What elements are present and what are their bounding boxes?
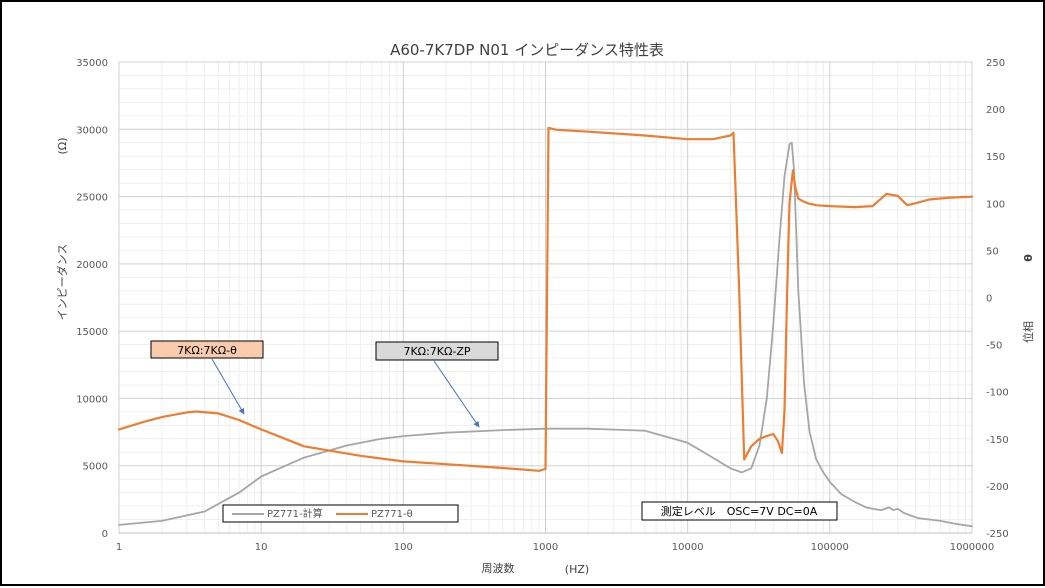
y-right-tick-label: 50 xyxy=(986,246,999,257)
x-axis-unit: (HZ) xyxy=(565,563,589,576)
x-tick-label: 1 xyxy=(116,542,122,553)
y-left-tick-label: 0 xyxy=(102,529,108,540)
y-right-axis-label: 位相 xyxy=(1021,321,1035,343)
legend-label-phase: PZ771-θ xyxy=(371,509,413,520)
y-left-tick-label: 15000 xyxy=(76,327,108,338)
y-right-tick-label: 200 xyxy=(986,105,1005,116)
y-right-tick-label: 150 xyxy=(986,152,1005,163)
callout-theta-box xyxy=(150,340,264,359)
x-tick-label: 10000 xyxy=(672,542,704,553)
x-tick-label: 1000000 xyxy=(950,542,995,553)
y-left-axis-unit: (Ω) xyxy=(56,138,69,155)
x-tick-label: 100 xyxy=(394,542,413,553)
series-line-phase xyxy=(117,126,974,472)
x-tick-label: 1000 xyxy=(533,542,558,553)
callout-theta-text: 7KΩ:7KΩ-θ xyxy=(177,344,237,357)
chart-title: A60-7K7DP N01 インピーダンス特性表 xyxy=(390,41,664,59)
y-right-tick-label: -150 xyxy=(986,435,1009,446)
y-left-tick-label: 25000 xyxy=(76,193,108,204)
y-right-tick-label: 250 xyxy=(986,58,1005,69)
x-axis-label: 周波数 xyxy=(482,562,515,575)
y-left-tick-label: 20000 xyxy=(76,260,108,271)
x-tick-label: 100000 xyxy=(811,542,849,553)
callout-theta-arrow xyxy=(211,358,245,415)
y-right-tick-label: -250 xyxy=(986,529,1009,540)
measurement-note-box xyxy=(641,501,838,521)
callout-zp-box xyxy=(375,341,499,361)
y-right-tick-label: -200 xyxy=(986,482,1009,493)
callout-zp-text: 7KΩ:7KΩ-ZP xyxy=(403,345,470,358)
y-right-tick-label: -50 xyxy=(986,341,1002,352)
measurement-note: 測定レベル OSC=7V DC=0A xyxy=(641,501,838,521)
y-right-tick-label: 100 xyxy=(986,199,1005,210)
y-left-tick-label: 35000 xyxy=(76,58,108,69)
legend: PZ771-計算 PZ771-θ xyxy=(222,504,459,523)
callout-zp: 7KΩ:7KΩ-ZP xyxy=(375,341,499,428)
y-left-tick-label: 10000 xyxy=(76,394,108,405)
measurement-note-text: 測定レベル OSC=7V DC=0A xyxy=(661,504,818,518)
y-right-tick-label: 0 xyxy=(986,294,992,305)
y-right-axis-unit: θ xyxy=(1022,254,1035,262)
x-tick-label: 10 xyxy=(255,542,268,553)
legend-label-impedance: PZ771-計算 xyxy=(267,507,323,520)
callout-zp-arrow xyxy=(433,360,480,428)
y-right-tick-label: -100 xyxy=(986,388,1009,399)
y-left-tick-label: 30000 xyxy=(76,125,108,136)
series-line-impedance xyxy=(118,141,973,528)
y-left-tick-label: 5000 xyxy=(83,462,108,473)
callout-theta: 7KΩ:7KΩ-θ xyxy=(150,340,264,415)
y-left-axis-label: インピーダンス xyxy=(55,244,69,321)
